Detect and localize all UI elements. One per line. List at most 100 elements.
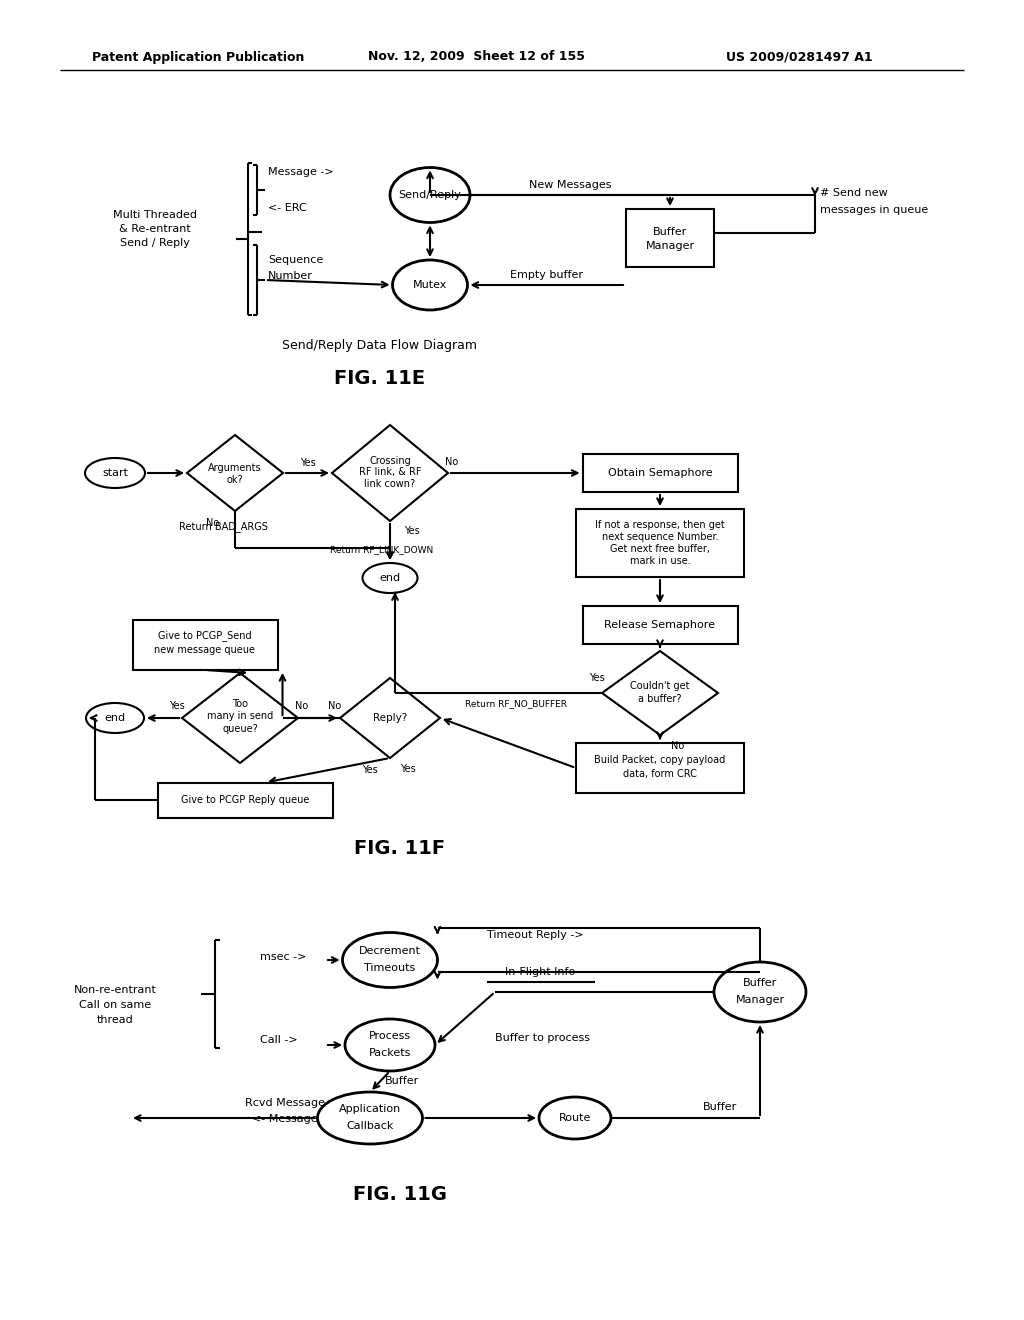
Text: Send/Reply: Send/Reply (398, 190, 462, 201)
Text: next sequence Number.: next sequence Number. (602, 532, 718, 543)
Ellipse shape (317, 1092, 423, 1144)
Text: Rcvd Message: Rcvd Message (245, 1098, 325, 1107)
Polygon shape (182, 673, 298, 763)
Text: Non-re-entrant: Non-re-entrant (74, 985, 157, 995)
Text: No: No (295, 701, 308, 711)
Text: Timeout Reply ->: Timeout Reply -> (487, 931, 584, 940)
Text: Too: Too (232, 700, 248, 709)
Text: Manager: Manager (645, 242, 694, 251)
Text: Mutex: Mutex (413, 280, 447, 290)
Ellipse shape (342, 932, 437, 987)
Text: end: end (380, 573, 400, 583)
Text: messages in queue: messages in queue (820, 205, 928, 215)
Polygon shape (332, 425, 449, 521)
Bar (583, 606, 737, 644)
Text: Yes: Yes (362, 766, 378, 775)
Text: FIG. 11G: FIG. 11G (353, 1185, 447, 1204)
Text: Decrement: Decrement (359, 946, 421, 956)
Text: RF link, & RF: RF link, & RF (358, 467, 421, 477)
Text: Return RF_NO_BUFFER: Return RF_NO_BUFFER (465, 700, 567, 709)
Text: & Re-entrant: & Re-entrant (119, 224, 190, 234)
Text: Route: Route (559, 1113, 591, 1123)
Text: Obtain Semaphore: Obtain Semaphore (607, 469, 713, 478)
Bar (575, 510, 744, 577)
Text: New Messages: New Messages (528, 180, 611, 190)
Text: Return BAD_ARGS: Return BAD_ARGS (178, 521, 267, 532)
Text: Buffer: Buffer (702, 1102, 737, 1111)
Text: Buffer: Buffer (742, 978, 777, 987)
Text: # Send new: # Send new (820, 187, 888, 198)
Text: Give to PCGP Reply queue: Give to PCGP Reply queue (181, 795, 309, 805)
Text: thread: thread (96, 1015, 133, 1026)
Text: Packets: Packets (369, 1048, 412, 1059)
Text: Return RF_LINK_DOWN: Return RF_LINK_DOWN (331, 545, 433, 554)
Ellipse shape (392, 260, 468, 310)
Text: Buffer: Buffer (385, 1077, 419, 1086)
Text: Give to PCGP_Send: Give to PCGP_Send (158, 631, 252, 642)
Text: Send / Reply: Send / Reply (120, 238, 189, 248)
Ellipse shape (539, 1097, 611, 1139)
Bar (626, 209, 714, 267)
Text: mark in use.: mark in use. (630, 556, 690, 566)
Text: Patent Application Publication: Patent Application Publication (92, 50, 304, 63)
Ellipse shape (85, 458, 145, 488)
Polygon shape (187, 436, 283, 511)
Text: <- ERC: <- ERC (268, 203, 307, 213)
Text: Nov. 12, 2009  Sheet 12 of 155: Nov. 12, 2009 Sheet 12 of 155 (368, 50, 585, 63)
Bar (575, 743, 744, 793)
Text: Crossing: Crossing (369, 455, 411, 466)
Text: end: end (104, 713, 126, 723)
Polygon shape (602, 651, 718, 735)
Text: Yes: Yes (300, 458, 315, 469)
Text: queue?: queue? (222, 723, 258, 734)
Text: No: No (672, 741, 685, 751)
Text: Multi Threaded: Multi Threaded (113, 210, 197, 220)
Text: new message queue: new message queue (155, 645, 256, 655)
Text: <- Message: <- Message (252, 1114, 317, 1125)
Text: Call on same: Call on same (79, 1001, 152, 1010)
Text: In-Flight Info: In-Flight Info (505, 968, 575, 977)
Text: FIG. 11E: FIG. 11E (335, 368, 426, 388)
Ellipse shape (345, 1019, 435, 1071)
Text: Sequence: Sequence (268, 255, 324, 265)
Bar (132, 620, 278, 671)
Text: a buffer?: a buffer? (638, 694, 682, 704)
Text: Send/Reply Data Flow Diagram: Send/Reply Data Flow Diagram (283, 338, 477, 351)
Text: ok?: ok? (226, 475, 244, 484)
Text: Buffer to process: Buffer to process (495, 1034, 590, 1043)
Text: FIG. 11F: FIG. 11F (354, 838, 445, 858)
Text: Callback: Callback (346, 1121, 393, 1131)
Text: Number: Number (268, 271, 313, 281)
Text: No: No (207, 517, 219, 528)
Text: If not a response, then get: If not a response, then get (595, 520, 725, 531)
Text: Couldn't get: Couldn't get (630, 681, 690, 690)
Text: Yes: Yes (589, 673, 605, 682)
Text: Buffer: Buffer (653, 227, 687, 238)
Ellipse shape (362, 564, 418, 593)
Text: Message ->: Message -> (268, 168, 334, 177)
Text: Yes: Yes (400, 764, 416, 774)
Bar (583, 454, 737, 492)
Text: many in send: many in send (207, 711, 273, 721)
Text: Application: Application (339, 1104, 401, 1114)
Polygon shape (340, 678, 440, 758)
Text: Empty buffer: Empty buffer (510, 271, 584, 280)
Text: Arguments: Arguments (208, 463, 262, 473)
Text: msec ->: msec -> (260, 952, 306, 962)
Ellipse shape (86, 704, 144, 733)
Text: link cown?: link cown? (365, 479, 416, 488)
Text: Build Packet, copy payload: Build Packet, copy payload (594, 755, 726, 766)
Text: start: start (102, 469, 128, 478)
Text: Timeouts: Timeouts (365, 964, 416, 973)
Text: Reply?: Reply? (373, 713, 408, 723)
Ellipse shape (714, 962, 806, 1022)
Text: US 2009/0281497 A1: US 2009/0281497 A1 (726, 50, 872, 63)
Text: No: No (445, 457, 459, 467)
Bar (158, 783, 333, 817)
Text: Yes: Yes (404, 525, 420, 536)
Text: Call ->: Call -> (260, 1035, 298, 1045)
Text: Process: Process (369, 1031, 411, 1041)
Text: Yes: Yes (169, 701, 185, 711)
Text: No: No (329, 701, 342, 711)
Text: data, form CRC: data, form CRC (623, 770, 697, 779)
